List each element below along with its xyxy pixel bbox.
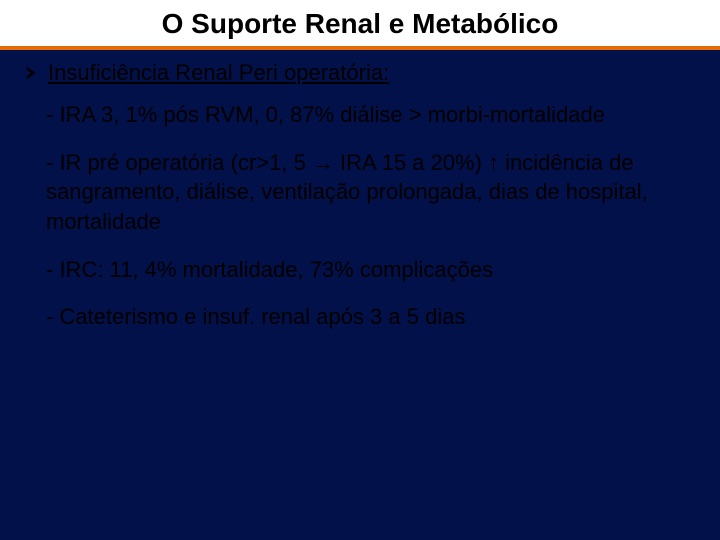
title-area: O Suporte Renal e Metabólico [0,0,720,50]
slide-title: O Suporte Renal e Metabólico [0,8,720,40]
body-line: - IR pré operatória (cr>1, 5 → IRA 15 a … [46,148,696,237]
section-heading: Insuficiência Renal Peri operatória: [48,60,389,86]
body-line: - IRC: 11, 4% mortalidade, 73% complicaç… [46,255,696,285]
body-line: - Cateterismo e insuf. renal após 3 a 5 … [46,302,696,332]
slide: O Suporte Renal e Metabólico Insuficiênc… [0,0,720,540]
body-line: - IRA 3, 1% pós RVM, 0, 87% diálise > mo… [46,100,696,130]
content-area: Insuficiência Renal Peri operatória: - I… [0,50,720,540]
chevron-right-icon [24,66,38,80]
heading-row: Insuficiência Renal Peri operatória: [24,60,696,86]
